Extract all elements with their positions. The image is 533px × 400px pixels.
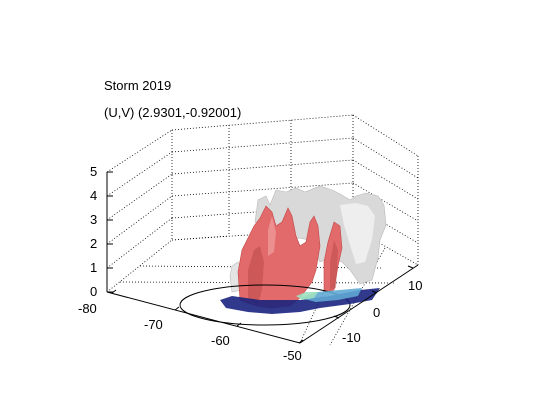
grid-line (106, 195, 173, 245)
x-axis-line (106, 291, 301, 344)
grid-line (352, 137, 419, 179)
isosurface-red-shadow (248, 246, 264, 304)
x-tick-label: -80 (78, 301, 97, 316)
y-tick (407, 265, 414, 269)
isosurface-grey-highlight (340, 203, 375, 264)
x-tick-label: -60 (211, 333, 230, 348)
grid-line (106, 151, 173, 197)
grid-line (106, 239, 173, 293)
slice-outline (179, 284, 351, 326)
y-tick-labels: -10 0 10 (342, 278, 422, 345)
z-tick-labels: 0 1 2 3 4 5 (90, 164, 97, 299)
x-tick-label: -70 (144, 317, 163, 332)
grid-line (106, 129, 173, 173)
grid-line (352, 182, 419, 222)
z-tick-label: 3 (90, 212, 97, 227)
plot-title: Storm 2019 (104, 78, 171, 93)
x-tick (174, 306, 180, 311)
z-tick-label: 5 (90, 164, 97, 179)
y-tick (333, 315, 340, 319)
grid-line (352, 114, 419, 157)
grid-line (171, 114, 354, 131)
z-tick-label: 4 (90, 188, 97, 203)
y-tick (371, 290, 378, 294)
y-tick-label: -10 (342, 330, 361, 345)
grid-line (139, 265, 383, 269)
x-tick-labels: -80 -70 -60 -50 (78, 301, 302, 363)
z-tick-label: 2 (90, 236, 97, 251)
base-slice (179, 284, 380, 326)
slice-light (296, 292, 318, 300)
x-tick (236, 322, 242, 327)
grid-line (352, 159, 419, 200)
grid-line (171, 182, 354, 197)
axes (106, 171, 419, 344)
z-tick-label: 0 (90, 284, 97, 299)
grid-line (171, 137, 354, 153)
grid-line (106, 173, 173, 221)
isosurface-red-spike-dark (330, 240, 338, 290)
grid-line (106, 217, 173, 269)
x-tick (111, 289, 117, 294)
plot-subtitle: (U,V) (2.9301,-0.92001) (104, 105, 241, 120)
slice-mid (300, 288, 362, 302)
isosurface-red-highlight (268, 216, 276, 256)
y-axis-line (299, 264, 419, 344)
grid-line (171, 159, 354, 175)
isosurface-high (237, 205, 343, 309)
z-tick-label: 1 (90, 260, 97, 275)
grid-line (119, 281, 396, 284)
x-tick-label: -50 (283, 348, 302, 363)
y-tick-label: 0 (373, 305, 380, 320)
y-tick-label: 10 (408, 278, 422, 293)
x-tick (298, 339, 304, 344)
grid-line (171, 235, 230, 241)
